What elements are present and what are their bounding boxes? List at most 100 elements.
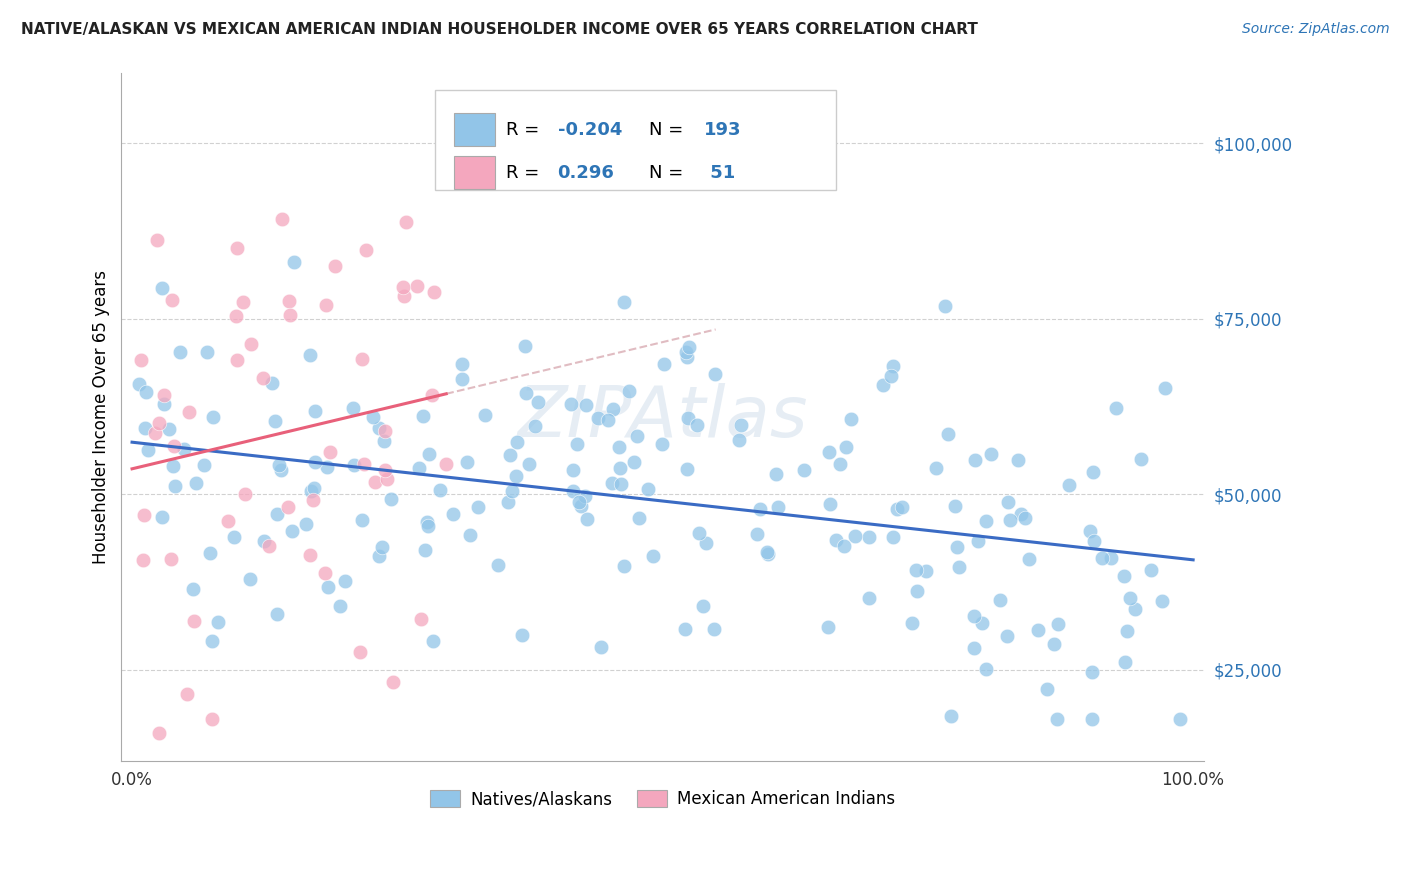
Point <box>730 418 752 433</box>
Point <box>678 340 700 354</box>
Point <box>323 259 346 273</box>
Point <box>882 530 904 544</box>
Point <box>858 530 880 544</box>
Point <box>304 404 326 418</box>
Point <box>934 299 956 313</box>
Point <box>886 502 908 516</box>
Text: R =: R = <box>506 163 550 182</box>
Y-axis label: Householder Income Over 65 years: Householder Income Over 65 years <box>93 270 110 564</box>
Point <box>1119 591 1142 606</box>
Text: 51: 51 <box>704 163 735 182</box>
Point <box>232 294 254 309</box>
Point <box>361 410 384 425</box>
Point <box>1115 624 1137 638</box>
Point <box>586 410 609 425</box>
Point <box>270 463 292 477</box>
Point <box>143 426 166 441</box>
Point <box>294 516 316 531</box>
Point <box>817 620 839 634</box>
Point <box>423 285 446 299</box>
Point <box>675 350 697 364</box>
Point <box>844 529 866 543</box>
Point <box>226 352 249 367</box>
Point <box>560 397 582 411</box>
Point <box>623 454 645 468</box>
Point <box>748 501 770 516</box>
Point <box>420 387 443 401</box>
Point <box>702 622 724 636</box>
Point <box>703 367 725 381</box>
Point <box>607 440 630 454</box>
Point <box>368 421 391 435</box>
Point <box>617 384 640 399</box>
Point <box>882 359 904 373</box>
Point <box>1014 511 1036 525</box>
Point <box>688 526 710 541</box>
Point <box>131 353 153 368</box>
Point <box>900 615 922 630</box>
Point <box>1026 623 1049 637</box>
Point <box>391 280 413 294</box>
Point <box>974 514 997 528</box>
Point <box>408 461 430 475</box>
Point <box>201 634 224 648</box>
Point <box>152 397 174 411</box>
Point <box>368 549 391 564</box>
Point <box>146 233 169 247</box>
Point <box>152 281 174 295</box>
Point <box>456 455 478 469</box>
Point <box>1114 655 1136 669</box>
Point <box>460 528 482 542</box>
Point <box>600 476 623 491</box>
Point <box>132 553 155 567</box>
Point <box>510 628 533 642</box>
Point <box>183 614 205 628</box>
Point <box>765 467 787 482</box>
Point <box>637 483 659 497</box>
Text: ZIPAtlas: ZIPAtlas <box>517 383 808 451</box>
Point <box>562 483 585 498</box>
Point <box>264 414 287 428</box>
Point <box>591 640 613 654</box>
Point <box>970 615 993 630</box>
Point <box>756 547 779 561</box>
Point <box>1168 712 1191 726</box>
Point <box>651 436 673 450</box>
Point <box>676 411 699 425</box>
Point <box>315 298 337 312</box>
Text: -0.204: -0.204 <box>558 120 621 139</box>
Point <box>818 497 841 511</box>
Point <box>207 615 229 629</box>
Point <box>905 584 928 599</box>
Point <box>302 493 325 508</box>
Point <box>1046 712 1069 726</box>
Text: N =: N = <box>648 120 689 139</box>
Point <box>319 444 342 458</box>
Point <box>157 422 180 436</box>
Point <box>609 461 631 475</box>
Point <box>891 500 914 515</box>
Point <box>818 445 841 459</box>
Point <box>728 433 751 447</box>
Point <box>613 294 636 309</box>
Point <box>160 551 183 566</box>
Text: 0.296: 0.296 <box>558 163 614 182</box>
Point <box>135 384 157 399</box>
Text: 193: 193 <box>704 120 741 139</box>
Point <box>278 308 301 322</box>
Point <box>277 500 299 515</box>
Point <box>299 548 322 562</box>
Point <box>429 483 451 497</box>
Point <box>1078 524 1101 538</box>
Point <box>224 531 246 545</box>
Point <box>374 424 396 438</box>
Point <box>412 409 434 423</box>
Point <box>253 533 276 548</box>
Point <box>201 712 224 726</box>
Point <box>832 540 855 554</box>
Point <box>1059 478 1081 492</box>
Point <box>181 582 204 596</box>
Point <box>128 376 150 391</box>
Point <box>132 508 155 523</box>
Point <box>343 458 366 473</box>
